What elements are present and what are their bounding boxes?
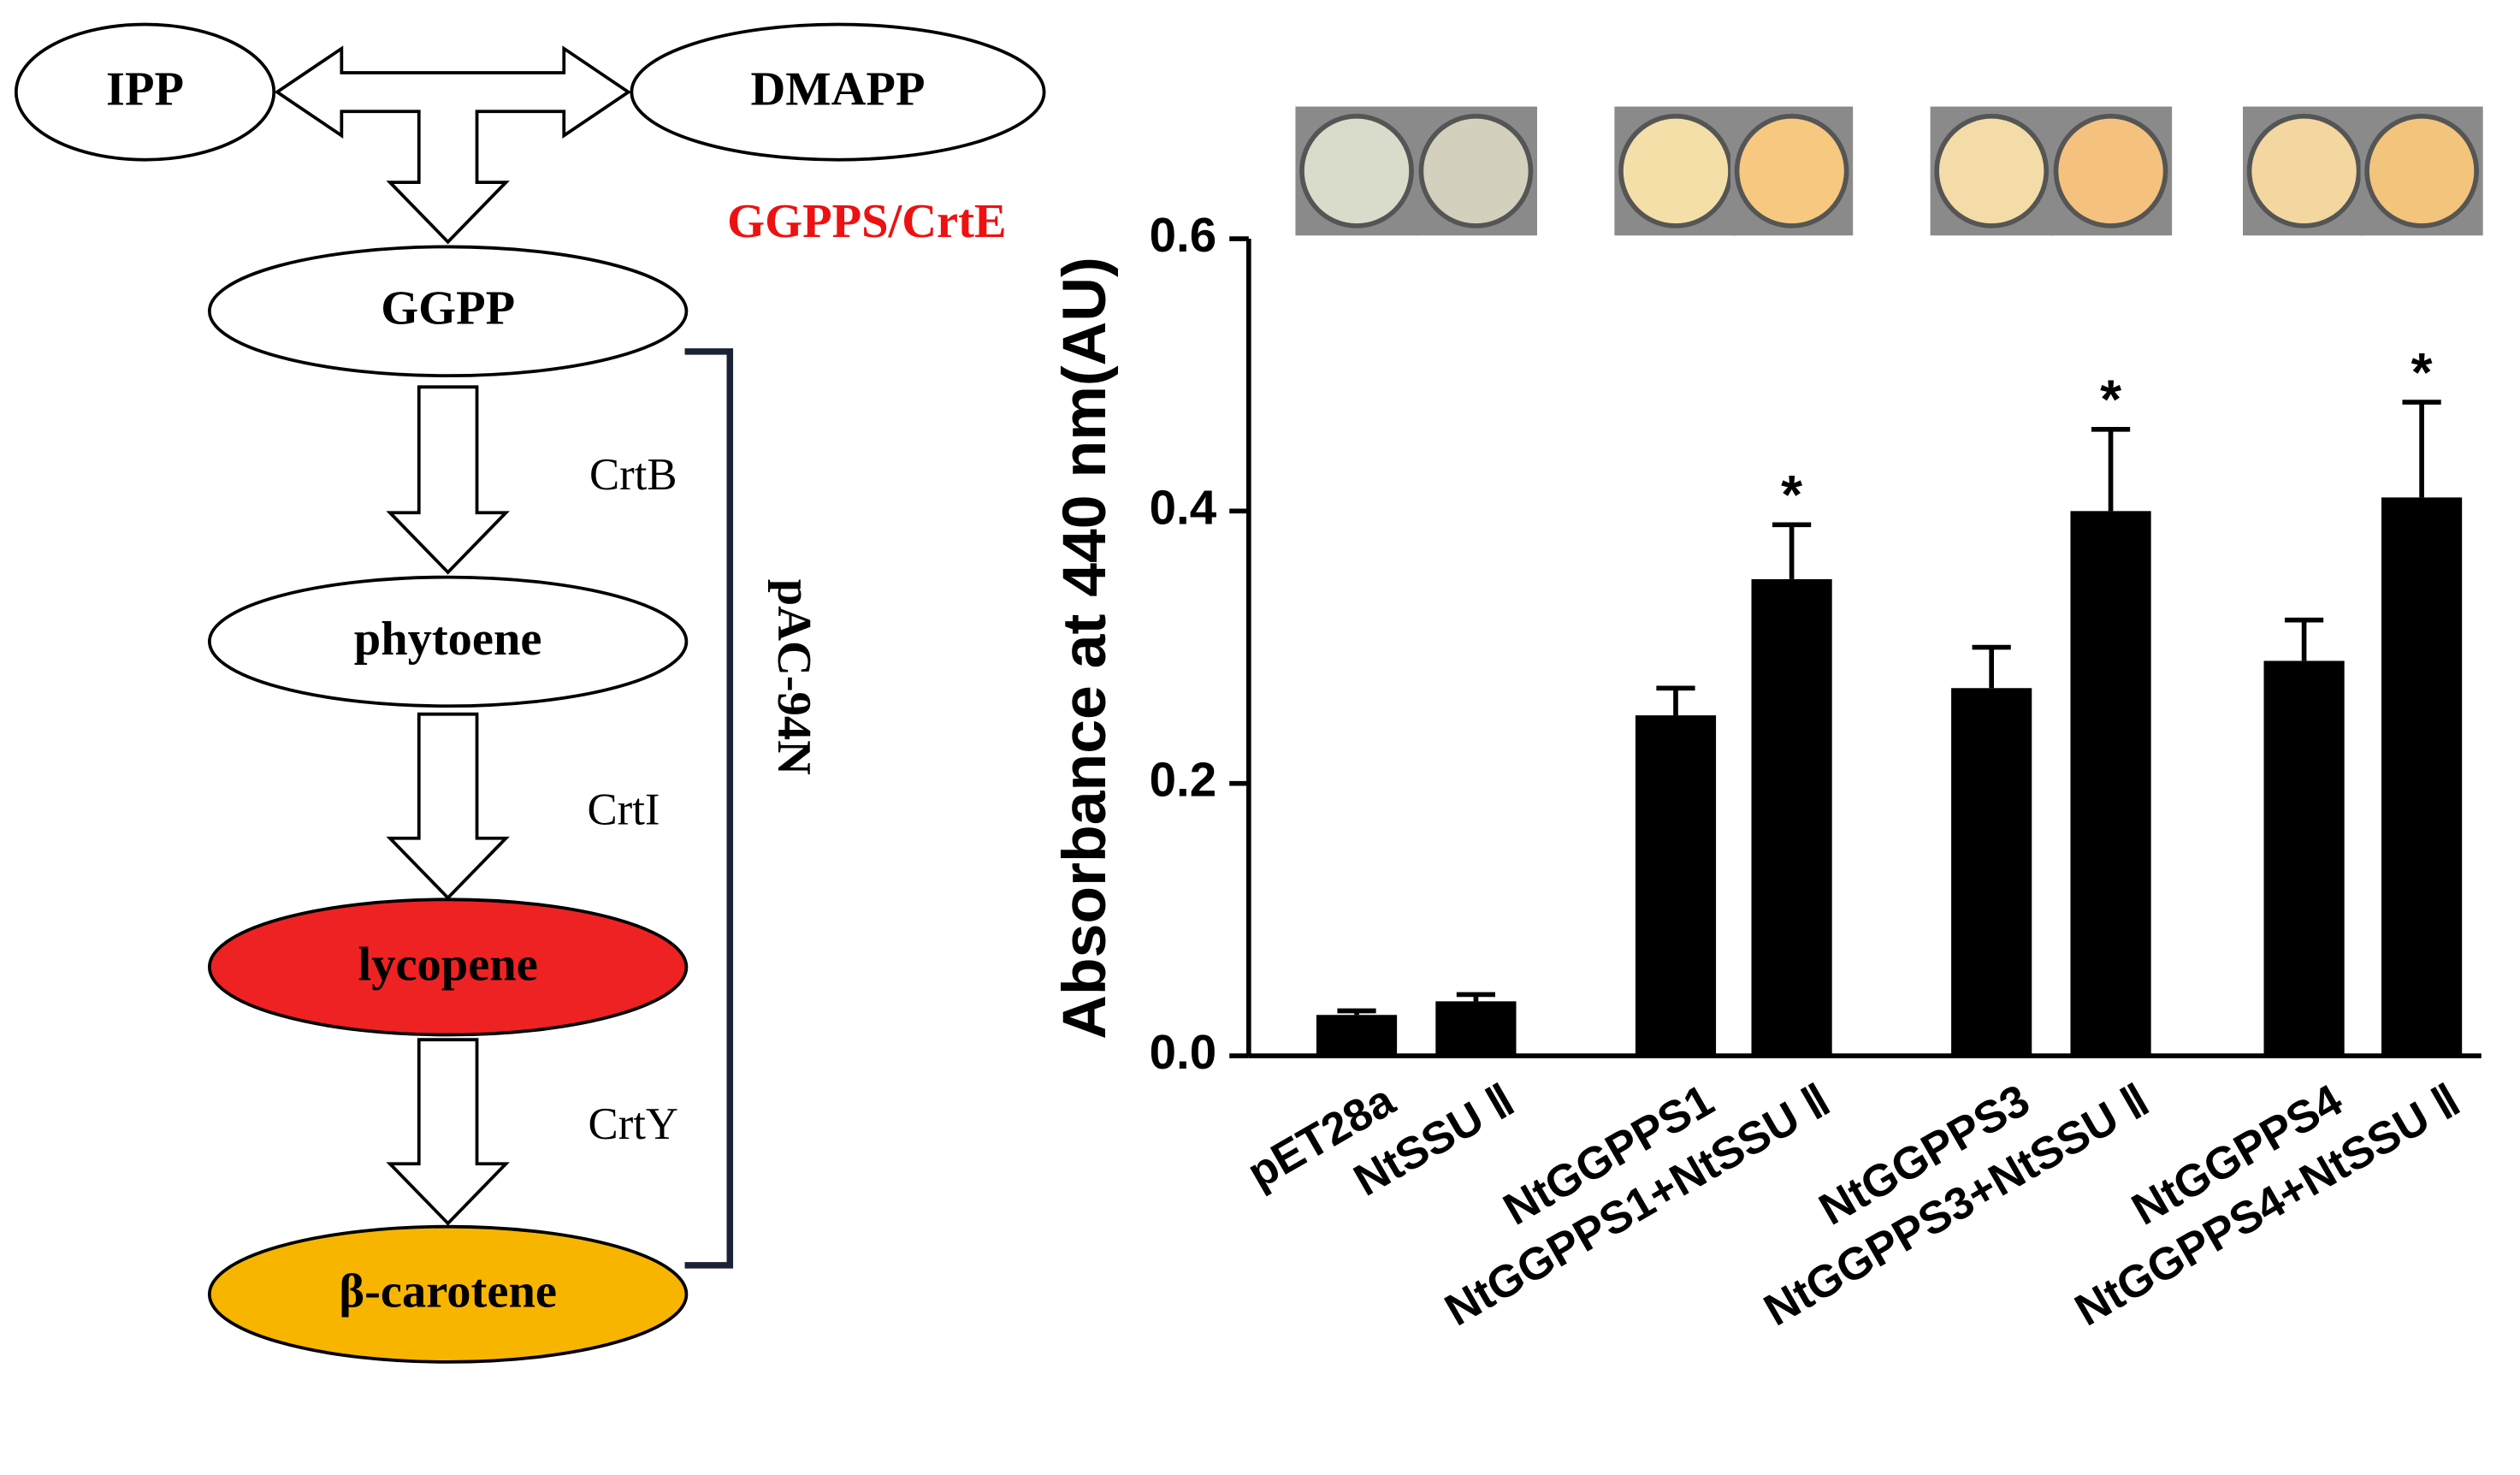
bar xyxy=(2263,660,2345,1057)
bar xyxy=(2381,497,2463,1057)
node xyxy=(14,22,276,162)
error-bar xyxy=(1972,644,2011,689)
error-bar xyxy=(1456,992,1496,1002)
node xyxy=(207,897,689,1037)
block-arrow xyxy=(386,712,510,901)
node-label: DMAPP xyxy=(751,62,926,116)
enzyme-label: CrtY xyxy=(589,1099,678,1149)
bar xyxy=(2070,511,2151,1057)
bar xyxy=(1951,688,2032,1057)
y-tick-label: 0.2 xyxy=(1150,753,1217,807)
pathway-diagram xyxy=(14,22,1046,1364)
error-bar xyxy=(1656,685,1695,716)
node xyxy=(207,1224,689,1364)
bracket-label: pAC-94N xyxy=(767,579,820,775)
node-label: IPP xyxy=(106,62,184,116)
well xyxy=(2053,114,2168,228)
y-tick-label: 0.6 xyxy=(1150,208,1217,262)
block-arrow xyxy=(386,385,510,575)
well xyxy=(1418,114,1534,228)
node-label: lycopene xyxy=(358,938,538,991)
error-bar xyxy=(2284,617,2324,661)
enzyme-label: CrtI xyxy=(587,785,660,835)
node-label: phytoene xyxy=(354,613,542,666)
well xyxy=(2364,114,2479,228)
block-arrow xyxy=(386,1038,510,1226)
node-label: GGPP xyxy=(381,282,515,335)
error-bar xyxy=(2402,400,2441,498)
node-label: β-carotene xyxy=(339,1265,557,1318)
node xyxy=(207,245,689,378)
bar xyxy=(1435,1001,1517,1057)
bar xyxy=(1635,715,1717,1057)
well xyxy=(2246,114,2362,228)
well xyxy=(1618,114,1733,228)
y-tick-label: 0.0 xyxy=(1150,1025,1217,1079)
significance-mark: * xyxy=(2100,369,2121,430)
bracket xyxy=(684,348,734,1269)
significance-mark: * xyxy=(2411,341,2433,403)
double-arrow xyxy=(274,45,631,245)
node xyxy=(207,575,689,708)
enzyme-label: GGPPS/CrtE xyxy=(727,195,1006,248)
well xyxy=(1734,114,1849,228)
bar xyxy=(1751,578,1832,1057)
y-tick-label: 0.4 xyxy=(1150,480,1217,534)
error-bar xyxy=(2091,427,2131,512)
well xyxy=(1934,114,2050,228)
node xyxy=(630,22,1046,162)
error-bar xyxy=(1337,1008,1376,1016)
error-bar xyxy=(1772,522,1812,579)
bar xyxy=(1316,1015,1398,1057)
well xyxy=(1299,114,1414,228)
significance-mark: * xyxy=(1781,464,1802,525)
enzyme-label: CrtB xyxy=(589,450,677,500)
y-axis-title: Absorbance at 440 nm(AU) xyxy=(1050,257,1119,1040)
